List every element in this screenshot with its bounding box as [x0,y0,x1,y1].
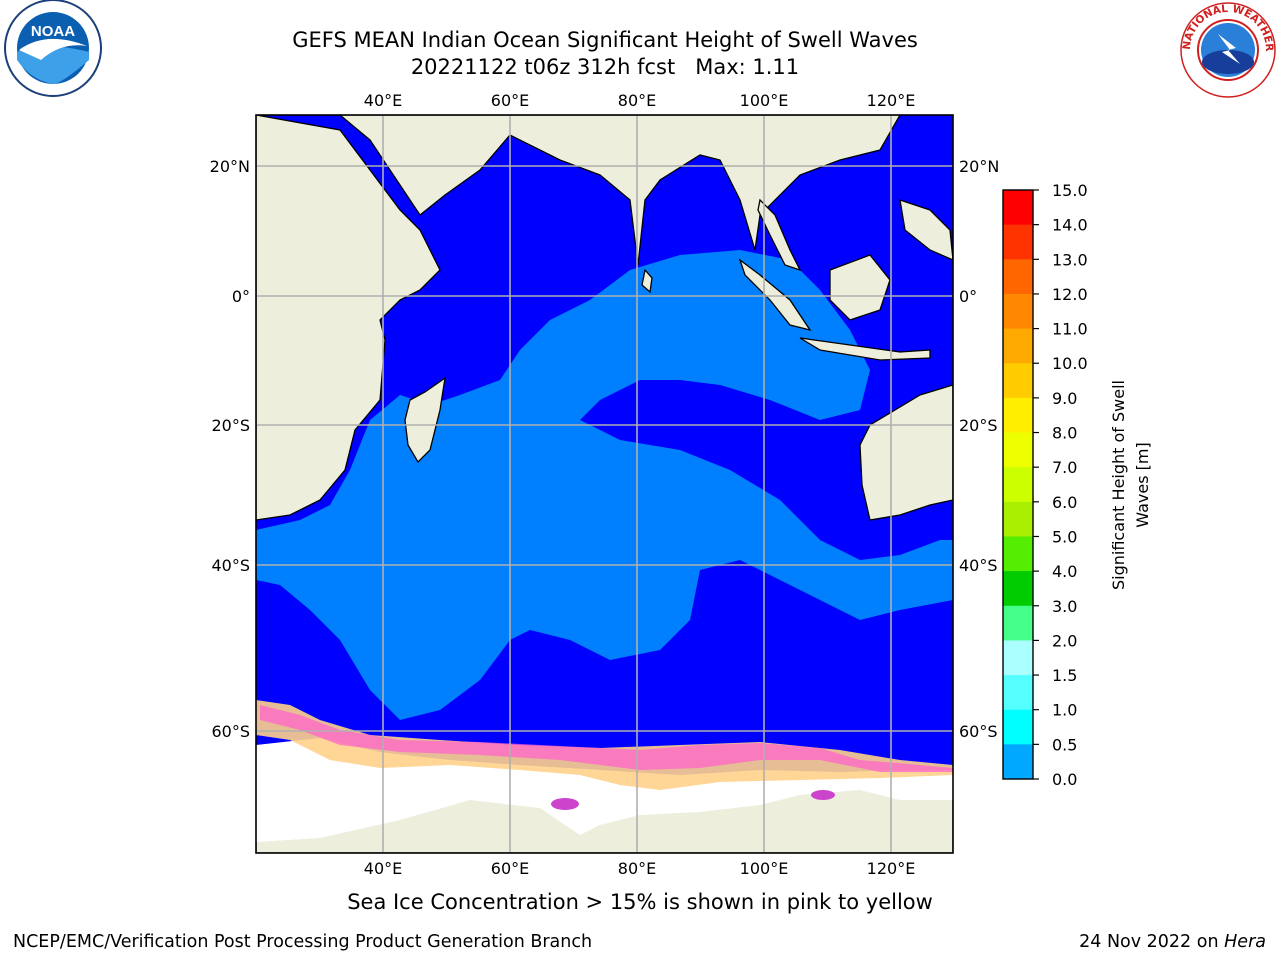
lat-tick-right: 60°S [959,722,998,741]
graticule [256,115,953,853]
colorbar-label: Significant Height of Swell Waves [m] [1109,380,1152,590]
lon-tick-top: 40°E [364,91,402,110]
colorbar-swatch [1003,259,1033,295]
colorbar-tick-label: 6.0 [1052,493,1077,512]
lon-tick-bottom: 40°E [364,859,402,878]
colorbar-tick-label: 14.0 [1052,216,1088,235]
colorbar-swatch [1003,432,1033,468]
map-frame [255,114,954,854]
colorbar-tick-label: 2.0 [1052,631,1077,650]
lat-tick-left: 20°S [211,416,250,435]
colorbar-swatch [1003,293,1033,330]
credit-text: NCEP/EMC/Verification Post Processing Pr… [13,932,593,952]
colorbar-tick-label: 5.0 [1052,527,1077,546]
lat-tick-left: 0° [232,287,250,306]
map-area [256,115,953,853]
lat-ticks-right: 20°N 0° 20°S 40°S 60°S [959,157,999,741]
noaa-logo-text: NOAA [31,23,75,40]
lat-ticks-left: 20°N 0° 20°S 40°S 60°S [210,157,250,741]
colorbar-swatch [1003,640,1033,676]
lon-tick-top: 60°E [491,91,529,110]
colorbar-tick-label: 10.0 [1052,354,1088,373]
colorbar-tick-label: 0.5 [1052,735,1077,754]
colorbar-tick-label: 9.0 [1052,389,1077,408]
lon-tick-top: 120°E [867,91,916,110]
colorbar-swatch [1003,571,1033,607]
colorbar-tick-label: 11.0 [1052,320,1088,339]
colorbar-tick-label: 0.0 [1052,770,1077,789]
nws-logo-icon: NATIONAL WEATHER SERVICE [1178,2,1276,98]
lon-tick-top: 80°E [618,91,656,110]
host-name: Hera [1224,932,1266,952]
colorbar-swatch [1003,744,1033,780]
lon-tick-top: 100°E [740,91,789,110]
map-title: GEFS MEAN Indian Ocean Significant Heigh… [292,28,918,52]
lat-tick-left: 60°S [211,722,250,741]
colorbar-tick-label: 1.5 [1052,666,1077,685]
colorbar-swatch [1003,328,1033,364]
lon-tick-bottom: 80°E [618,859,656,878]
colorbar-swatch [1003,467,1033,503]
colorbar-swatch [1003,536,1033,572]
lon-tick-bottom: 120°E [867,859,916,878]
lat-tick-right: 0° [959,287,977,306]
colorbar-swatch [1003,363,1033,399]
colorbar-tick-label: 8.0 [1052,424,1077,443]
lat-tick-left: 20°N [210,157,250,176]
colorbar-tick-label: 4.0 [1052,562,1077,581]
lon-tick-bottom: 100°E [740,859,789,878]
lon-ticks-top: 40°E 60°E 80°E 100°E 120°E [364,91,916,110]
sea-ice-caption: Sea Ice Concentration > 15% is shown in … [347,890,933,914]
colorbar-swatch [1003,709,1033,745]
colorbar-tick-label: 12.0 [1052,285,1088,304]
colorbar-swatch [1003,501,1033,537]
lat-tick-left: 40°S [211,556,250,575]
sea-ice-band [256,700,953,842]
colorbar [1002,189,1034,780]
lon-ticks-bottom: 40°E 60°E 80°E 100°E 120°E [364,859,916,878]
colorbar-tick-label: 3.0 [1052,597,1077,616]
date-text: 24 Nov 2022 on [1079,932,1219,952]
map-subtitle: 20221122 t06z 312h fcst Max: 1.11 [410,55,800,79]
colorbar-swatch [1003,605,1033,641]
noaa-logo-icon: NOAA [4,0,102,97]
lat-tick-right: 20°N [959,157,999,176]
date-stamp: 24 Nov 2022 on Hera [1079,932,1266,952]
colorbar-label-line2: Waves [m] [1133,442,1152,527]
colorbar-ticks: 15.0 14.0 13.0 12.0 11.0 10.0 9.0 8.0 7.0 6.0 5.0 4… [1033,181,1088,789]
colorbar-tick-label: 1.0 [1052,701,1077,720]
lat-tick-right: 40°S [959,556,998,575]
colorbar-tick-label: 15.0 [1052,181,1088,200]
colorbar-tick-label: 7.0 [1052,458,1077,477]
colorbar-frame [1002,189,1034,780]
colorbar-swatch [1003,190,1033,226]
colorbar-tick-label: 13.0 [1052,250,1088,269]
colorbar-swatch [1003,675,1033,711]
colorbar-swatch [1003,397,1033,434]
lat-tick-right: 20°S [959,416,998,435]
colorbar-label-line1: Significant Height of Swell [1109,380,1128,590]
colorbar-swatch [1003,224,1033,260]
ocean-light-blue [256,250,953,720]
lon-tick-bottom: 60°E [491,859,529,878]
